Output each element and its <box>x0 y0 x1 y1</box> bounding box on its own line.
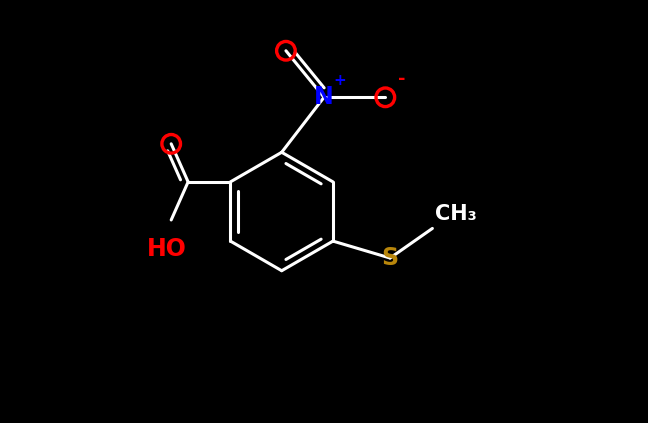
Text: CH₃: CH₃ <box>435 204 476 224</box>
Text: N: N <box>314 85 334 109</box>
Text: +: + <box>333 73 346 88</box>
Text: S: S <box>382 246 399 270</box>
Text: HO: HO <box>147 237 187 261</box>
Text: -: - <box>398 70 406 88</box>
